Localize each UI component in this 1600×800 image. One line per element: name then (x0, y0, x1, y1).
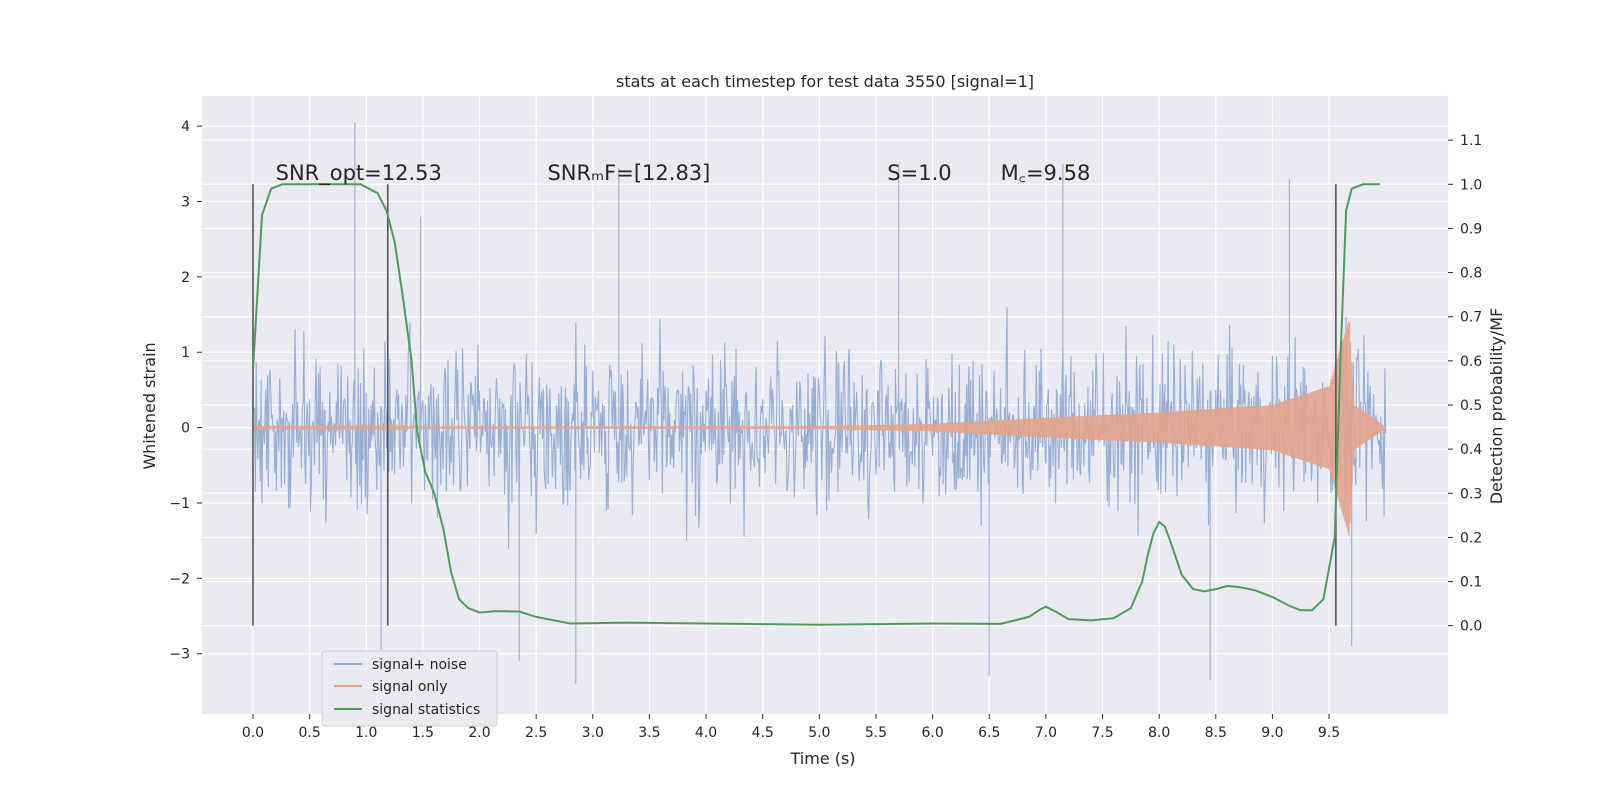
x-tick-label-13: 6.5 (978, 725, 1000, 741)
x-tick-label-10: 5.0 (808, 725, 830, 741)
x-tick-label-9: 4.5 (752, 725, 774, 741)
x-tick-label-11: 5.5 (865, 725, 887, 741)
x-axis: 0.0 0.5 1.0 1.5 2.0 2.5 3.0 3.5 4.0 4.5 5.0 5.5 6.0 6… (242, 714, 1340, 741)
x-tick-label-17: 8.5 (1205, 725, 1227, 741)
legend-box (321, 650, 498, 727)
yr-tick-label-0: 0.0 (1460, 619, 1482, 635)
yl-tick-label-3: 0 (181, 421, 190, 437)
x-tick-label-2: 1.0 (355, 725, 377, 741)
signal-noise-line (252, 122, 1387, 684)
annotations: SNR_opt=12.53 SNRₘF=[12.83] S=1.0 M꜀=9.58 (276, 161, 1091, 186)
y-axis-left-title: Whitened strain (140, 342, 159, 469)
chart-title: stats at each timestep for test data 355… (616, 72, 1034, 91)
x-tick-label-12: 6.0 (921, 725, 943, 741)
signal-only-series (252, 321, 1387, 536)
x-tick-label-8: 4.0 (695, 725, 717, 741)
y-axis-left: −3 −2 −1 0 1 2 3 4 (169, 119, 202, 663)
yr-tick-label-8: 0.8 (1460, 266, 1482, 282)
yl-tick-label-5: 2 (181, 270, 190, 286)
y-axis-right-title: Detection probability/MF (1487, 308, 1506, 505)
x-tick-label-15: 7.5 (1091, 725, 1113, 741)
signal-only-line (252, 321, 1387, 536)
x-tick-label-0: 0.0 (242, 725, 264, 741)
yr-tick-label-6: 0.6 (1460, 354, 1482, 370)
yl-tick-label-2: −1 (169, 496, 190, 512)
legend-label-signal-statistics: signal statistics (372, 702, 480, 718)
y-axis-right: 0.0 0.1 0.2 0.3 0.4 0.5 0.6 0.7 0.8 0.9 1.0 1.1 (1448, 133, 1482, 635)
x-axis-title: Time (s) (789, 749, 855, 768)
annotation-1: SNRₘF=[12.83] (547, 161, 710, 185)
x-tick-label-7: 3.5 (638, 725, 660, 741)
annotation-2: S=1.0 (887, 161, 951, 185)
x-tick-label-19: 9.5 (1318, 725, 1340, 741)
yl-tick-label-4: 1 (181, 345, 190, 361)
signal-statistics-series (252, 183, 1380, 626)
legend: signal+ noise signal only signal statist… (321, 650, 498, 727)
yr-tick-label-4: 0.4 (1460, 442, 1482, 458)
signal-noise-series (252, 122, 1387, 684)
vertical-markers (252, 184, 1337, 626)
x-tick-label-14: 7.0 (1035, 725, 1057, 741)
x-tick-label-1: 0.5 (298, 725, 320, 741)
yr-tick-label-10: 1.0 (1460, 177, 1482, 193)
x-tick-label-6: 3.0 (582, 725, 604, 741)
x-tick-label-16: 8.0 (1148, 725, 1170, 741)
yr-tick-label-1: 0.1 (1460, 575, 1482, 591)
legend-label-signal-only: signal only (372, 679, 447, 695)
x-tick-label-4: 2.0 (468, 725, 490, 741)
x-tick-label-3: 1.5 (412, 725, 434, 741)
yl-tick-label-7: 4 (181, 119, 190, 135)
x-tick-label-5: 2.5 (525, 725, 547, 741)
yr-tick-label-3: 0.3 (1460, 486, 1482, 502)
yl-tick-label-1: −2 (169, 571, 190, 587)
x-tick-label-18: 9.0 (1261, 725, 1283, 741)
annotation-3: M꜀=9.58 (1001, 161, 1091, 185)
yr-tick-label-2: 0.2 (1460, 530, 1482, 546)
yl-tick-label-0: −3 (169, 647, 190, 663)
annotation-0: SNR_opt=12.53 (276, 161, 442, 186)
signal-statistics-line (252, 183, 1380, 626)
yr-tick-label-9: 0.9 (1460, 221, 1482, 237)
yr-tick-label-11: 1.1 (1460, 133, 1482, 149)
legend-label-signal-noise: signal+ noise (372, 657, 467, 673)
yr-tick-label-7: 0.7 (1460, 310, 1482, 326)
yr-tick-label-5: 0.5 (1460, 398, 1482, 414)
yl-tick-label-6: 3 (181, 195, 190, 211)
